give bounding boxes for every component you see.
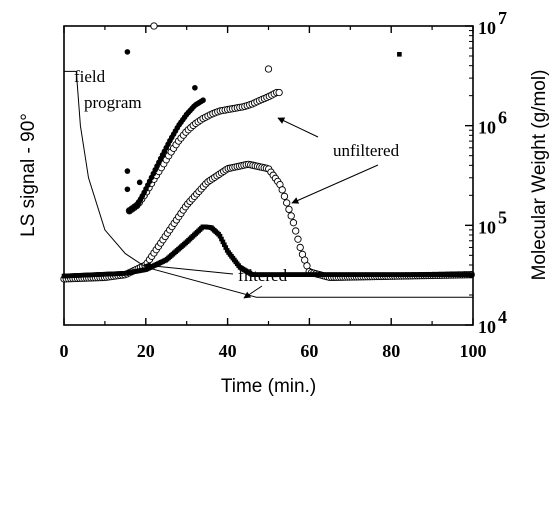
data-point	[200, 97, 206, 104]
outlier-point	[397, 52, 402, 57]
data-point	[275, 88, 283, 97]
series-unfiltered-left	[60, 160, 475, 283]
x-tick-label: 40	[219, 341, 237, 361]
outlier-point	[124, 186, 131, 193]
outlier-point	[124, 168, 131, 174]
y-tick-exponent: 7	[498, 8, 507, 28]
unfiltered-arrow-upper	[277, 117, 319, 138]
filtered-arrow-left	[143, 262, 234, 275]
x-tick-label: 80	[382, 341, 400, 361]
outlier-point	[136, 179, 143, 186]
y-tick-exponent: 6	[498, 108, 507, 128]
data-point	[220, 239, 226, 245]
data-point	[285, 205, 293, 214]
data-point	[292, 227, 300, 235]
data-point	[289, 219, 298, 227]
outlier-points	[124, 22, 402, 193]
x-tick-label: 60	[300, 341, 318, 361]
outlier-point	[150, 22, 158, 30]
x-tick-label: 20	[137, 341, 155, 361]
field-program-line	[64, 70, 473, 298]
series-unfiltered-right	[125, 88, 283, 215]
x-axis-title: Time (min.)	[221, 376, 316, 397]
unfiltered-label: unfiltered	[333, 141, 400, 160]
y-right-tick-label: 10 7	[478, 8, 507, 38]
data-point	[278, 186, 286, 194]
y-tick-exponent: 4	[498, 307, 507, 327]
y-left-axis-title: LS signal - 90°	[18, 113, 39, 237]
data-point	[217, 233, 223, 239]
y-right-tick-label: 106	[478, 108, 507, 138]
field-label-line1: field	[74, 67, 106, 86]
y-tick-base: 10	[478, 317, 496, 337]
data-point	[469, 272, 475, 277]
outlier-point	[192, 84, 198, 91]
data-point	[283, 199, 291, 207]
y-tick-base: 10	[478, 217, 496, 237]
filtered-label: filtered	[238, 266, 288, 285]
y-right-tick-label: 10 4	[478, 307, 507, 337]
y-right-tick-label: 10 5	[478, 207, 507, 237]
y-tick-exponent: 5	[498, 207, 507, 227]
y-right-axis-title: Molecular Weight (g/mol)	[529, 70, 550, 281]
series-filtered-left	[61, 224, 475, 279]
field-label-line2: program	[84, 93, 142, 112]
data-point	[287, 212, 295, 220]
series-field-program-left	[64, 70, 473, 298]
series-filtered-right	[126, 97, 206, 214]
data-point	[296, 243, 304, 252]
x-tick-label: 0	[60, 341, 69, 361]
data-point	[223, 245, 229, 250]
data-point	[294, 235, 302, 243]
data-point	[222, 242, 227, 248]
y-tick-base: 10	[478, 18, 496, 38]
data-point	[280, 192, 289, 200]
data-point	[219, 236, 224, 242]
y-tick-base: 10	[478, 118, 496, 138]
x-tick-label: 100	[460, 341, 487, 361]
outlier-point	[264, 65, 273, 73]
unfiltered-arrow-lower	[291, 164, 379, 204]
outlier-point	[124, 49, 131, 55]
filtered-arrow-down	[243, 285, 263, 299]
